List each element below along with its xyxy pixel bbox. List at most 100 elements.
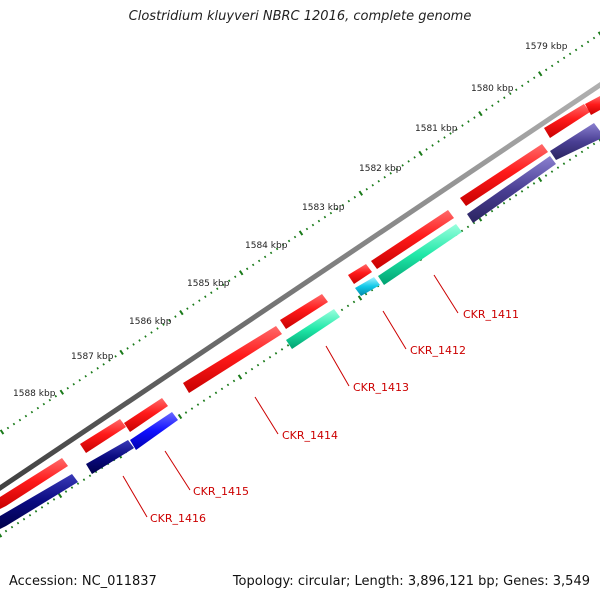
- gene-arrow[interactable]: [183, 326, 282, 393]
- gene-label[interactable]: CKR_1413: [353, 381, 409, 394]
- minor-tick: [138, 339, 141, 342]
- gene-label[interactable]: CKR_1412: [410, 344, 466, 357]
- minor-tick: [352, 300, 356, 304]
- minor-tick: [544, 174, 548, 177]
- gene-label[interactable]: CKR_1415: [193, 485, 249, 498]
- minor-tick: [66, 386, 70, 390]
- minor-tick: [76, 482, 80, 485]
- genes-label: Genes:: [503, 574, 549, 589]
- major-tick: [597, 31, 600, 36]
- minor-tick: [226, 383, 230, 387]
- gene-label[interactable]: CKR_1411: [463, 308, 519, 321]
- minor-tick: [407, 160, 410, 163]
- minor-tick: [341, 203, 345, 207]
- major-tick: [357, 295, 363, 301]
- gene-label[interactable]: CKR_1414: [282, 429, 338, 442]
- minor-tick: [174, 315, 177, 318]
- gene-label[interactable]: CKR_1416: [150, 512, 206, 525]
- minor-tick: [275, 247, 279, 251]
- minor-tick: [562, 56, 566, 60]
- minor-tick: [84, 375, 87, 378]
- genome-backbone: [0, 82, 600, 491]
- minor-tick: [461, 124, 464, 127]
- minor-tick: [455, 128, 458, 131]
- gene-arrow[interactable]: [467, 156, 556, 223]
- minor-tick: [490, 209, 494, 213]
- minor-tick: [82, 478, 86, 481]
- gene-arrow[interactable]: [378, 224, 462, 285]
- gene-arrow[interactable]: [355, 277, 380, 296]
- minor-tick: [263, 255, 267, 259]
- minor-tick: [568, 52, 572, 56]
- gene-arrow[interactable]: [130, 412, 178, 450]
- gene-arrow[interactable]: [371, 210, 454, 269]
- minor-tick: [293, 235, 297, 239]
- minor-tick: [317, 219, 321, 223]
- minor-tick: [532, 76, 536, 80]
- gene-arrow[interactable]: [0, 458, 68, 509]
- minor-tick: [54, 394, 58, 398]
- minor-tick: [256, 363, 260, 367]
- major-tick: [478, 110, 483, 117]
- gene-arrow[interactable]: [286, 309, 340, 349]
- gene-arrow[interactable]: [436, 207, 442, 211]
- minor-tick: [532, 182, 536, 185]
- gene-arrow[interactable]: [86, 440, 134, 474]
- gene-callouts: [122, 274, 459, 518]
- major-tick: [418, 150, 423, 157]
- minor-tick: [485, 108, 488, 111]
- minor-tick: [18, 418, 22, 422]
- minor-tick: [364, 292, 368, 296]
- minor-tick: [526, 186, 530, 189]
- minor-tick: [6, 426, 10, 430]
- gene-arrow[interactable]: [124, 398, 168, 432]
- minor-tick: [186, 307, 189, 310]
- gene-arrow[interactable]: [0, 474, 78, 529]
- minor-tick: [460, 229, 464, 233]
- gene-arrow[interactable]: [280, 294, 328, 329]
- minor-tick: [262, 359, 266, 363]
- minor-tick: [22, 517, 26, 521]
- minor-tick: [126, 347, 129, 350]
- scale-label: 1588 kbp: [13, 389, 56, 399]
- major-tick: [358, 190, 364, 196]
- minor-tick: [311, 223, 315, 227]
- minor-tick: [466, 225, 470, 229]
- minor-tick: [233, 275, 237, 279]
- gene-arrow[interactable]: [460, 144, 548, 206]
- minor-tick: [502, 201, 506, 205]
- major-tick: [237, 374, 243, 380]
- minor-tick: [586, 146, 590, 150]
- minor-tick: [220, 387, 224, 391]
- minor-tick: [353, 195, 357, 199]
- minor-tick: [222, 283, 225, 287]
- minor-tick: [232, 379, 236, 383]
- minor-tick: [64, 490, 68, 493]
- minor-tick: [520, 190, 524, 193]
- major-tick: [0, 533, 3, 538]
- minor-tick: [28, 513, 32, 517]
- major-tick: [537, 176, 543, 183]
- length-label: Length:: [354, 574, 404, 589]
- minor-tick: [323, 215, 327, 219]
- gene-arrow[interactable]: [550, 123, 600, 160]
- scale-label: 1584 kbp: [245, 241, 288, 251]
- minor-tick: [202, 399, 206, 402]
- minor-tick: [257, 259, 261, 263]
- minor-tick: [473, 116, 476, 119]
- minor-tick: [550, 170, 554, 173]
- scale-label: 1583 kbp: [302, 203, 345, 213]
- gene-arrow[interactable]: [544, 104, 590, 138]
- topology-label: Topology:: [232, 574, 294, 589]
- minor-tick: [491, 104, 494, 107]
- minor-tick: [192, 303, 195, 306]
- minor-tick: [377, 179, 380, 183]
- gene-arrow[interactable]: [80, 419, 126, 453]
- gene-arrow[interactable]: [585, 96, 600, 115]
- gene-arrow[interactable]: [348, 264, 372, 284]
- minor-tick: [274, 352, 278, 355]
- minor-tick: [132, 343, 135, 346]
- major-tick: [57, 492, 63, 499]
- major-tick: [119, 349, 124, 356]
- minor-tick: [287, 239, 291, 243]
